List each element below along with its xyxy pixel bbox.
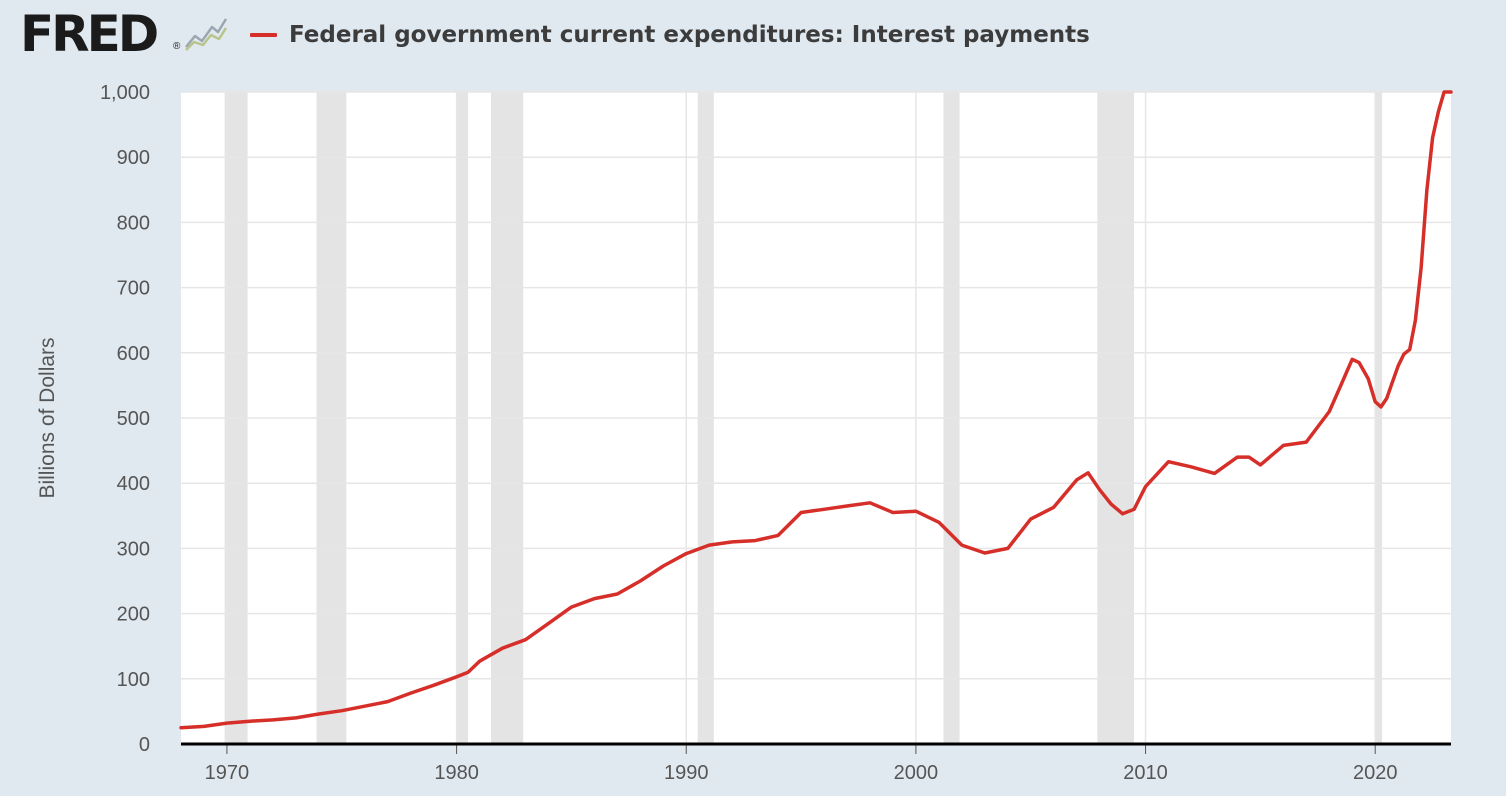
chart-header: FRED ® Federal government current expend…	[0, 0, 1506, 72]
chart-legend[interactable]: Federal government current expenditures:…	[250, 20, 1090, 50]
y-tick-label: 300	[117, 538, 150, 560]
x-tick-label: 1990	[664, 762, 709, 784]
y-tick-label: 400	[117, 473, 150, 495]
y-axis-title: Billions of Dollars	[36, 337, 59, 498]
series-line	[179, 90, 1453, 730]
y-tick-label: 200	[117, 604, 150, 626]
y-tick-label: 900	[117, 147, 150, 169]
y-tick-label: 100	[117, 669, 150, 691]
x-tick-label: 2020	[1353, 762, 1398, 784]
legend-series-name: Federal government current expenditures:…	[289, 22, 1090, 48]
series-layer	[179, 90, 1453, 730]
x-tick-label: 2010	[1123, 762, 1168, 784]
x-tick-label: 1980	[434, 762, 479, 784]
fred-logo[interactable]: FRED	[20, 5, 159, 63]
registered-mark: ®	[173, 41, 181, 52]
y-tick-label: 700	[117, 278, 150, 300]
x-axis-ticks: 1970 1980 1990 2000 2010 2020	[205, 744, 1398, 784]
y-tick-label: 800	[117, 212, 150, 234]
y-axis-ticks: 0 100 200 300 400 500 600 700 800 900 1,000	[100, 82, 150, 756]
x-tick-label: 2000	[894, 762, 939, 784]
line-graph-icon	[184, 14, 228, 57]
legend-swatch	[250, 33, 277, 37]
y-tick-label: 500	[117, 408, 150, 430]
y-tick-label: 0	[139, 734, 150, 756]
x-tick-label: 1970	[205, 762, 250, 784]
gridlines	[181, 91, 1451, 744]
y-tick-label: 600	[117, 343, 150, 365]
y-tick-label: 1,000	[100, 82, 150, 104]
